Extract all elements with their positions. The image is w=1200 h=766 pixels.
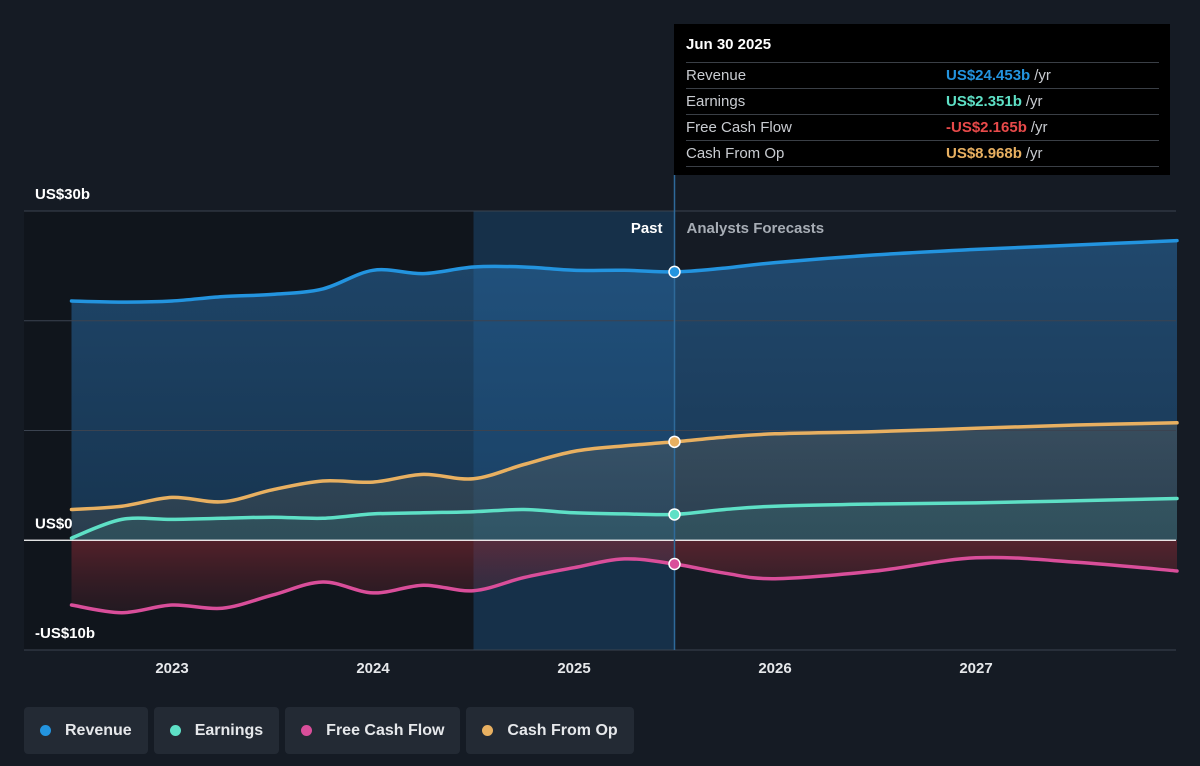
y-tick-label: US$30b xyxy=(35,186,90,203)
series-areas xyxy=(71,240,1177,613)
legend-item-earnings[interactable]: Earnings xyxy=(153,707,280,754)
legend-label: Revenue xyxy=(65,721,132,739)
legend-item-revenue[interactable]: Revenue xyxy=(24,707,148,754)
legend-dot-icon xyxy=(482,725,494,736)
x-tick-label: 2024 xyxy=(356,660,390,677)
tooltip-label: Free Cash Flow xyxy=(686,119,792,136)
tooltip-label: Earnings xyxy=(686,93,746,110)
legend-dot-icon xyxy=(169,725,181,736)
y-tick-label: -US$10b xyxy=(35,625,95,642)
legend-label: Earnings xyxy=(194,721,264,739)
tooltip-unit: /yr xyxy=(1034,67,1051,84)
legend-item-free-cash-flow[interactable]: Free Cash Flow xyxy=(285,707,461,754)
tooltip-row-cash-from-op: Cash From Op US$8.968b /yr xyxy=(686,140,1159,167)
free-cash-flow-line xyxy=(69,555,1179,615)
free-cash-flow-area xyxy=(71,540,1177,613)
forecast-label: Analysts Forecasts xyxy=(687,220,825,237)
legend-dot-icon xyxy=(40,725,51,736)
earnings-marker xyxy=(668,508,681,521)
cash-from-op-line xyxy=(69,421,1179,512)
hover-markers xyxy=(668,265,681,571)
x-tick-label: 2026 xyxy=(758,660,791,677)
tooltip-unit: /yr xyxy=(1030,119,1048,136)
legend-label: Free Cash Flow xyxy=(326,721,445,739)
legend: Revenue Earnings Free Cash Flow Cash Fro… xyxy=(24,707,634,754)
tooltip-row-revenue: Revenue US$24.453b /yr xyxy=(686,62,1159,88)
tooltip-unit: /yr xyxy=(1025,93,1043,110)
tooltip-row-earnings: Earnings US$2.351b /yr xyxy=(686,88,1159,114)
tooltip-value: US$8.968b xyxy=(946,145,1022,162)
cash-from-op-marker xyxy=(668,435,681,449)
cash-from-op-area xyxy=(71,422,1177,541)
legend-dot-icon xyxy=(301,725,313,736)
y-tick-label: US$0 xyxy=(35,515,73,532)
gridlines xyxy=(24,175,1176,651)
legend-label: Cash From Op xyxy=(507,721,618,739)
tooltip-label: Cash From Op xyxy=(686,145,785,162)
tooltip-rows: Revenue US$24.453b /yr Earnings US$2.351… xyxy=(686,62,1159,167)
series-lines xyxy=(69,238,1179,615)
tooltip: Jun 30 2025 Revenue US$24.453b /yr Earni… xyxy=(674,24,1170,175)
past-label: Past xyxy=(631,220,663,237)
legend-item-cash-from-op[interactable]: Cash From Op xyxy=(466,707,634,754)
tooltip-value: US$24.453b xyxy=(946,67,1031,84)
revenue-line xyxy=(69,238,1179,304)
free-cash-flow-marker xyxy=(668,557,681,571)
earnings-area xyxy=(71,498,1177,541)
x-tick-label: 2027 xyxy=(959,660,992,677)
x-tick-label: 2023 xyxy=(155,660,188,677)
tooltip-value: -US$2.165b xyxy=(946,119,1027,136)
tooltip-unit: /yr xyxy=(1025,145,1043,162)
tooltip-label: Revenue xyxy=(686,67,747,84)
x-tick-label: 2025 xyxy=(557,660,590,677)
tooltip-date: Jun 30 2025 xyxy=(686,36,772,53)
tooltip-row-free-cash-flow: Free Cash Flow -US$2.165b /yr xyxy=(686,114,1159,140)
earnings-line xyxy=(69,496,1179,540)
revenue-marker xyxy=(668,265,681,279)
axis-labels: US$30b US$0 -US$10b 2023 2024 2025 2026 2027 Pas… xyxy=(35,186,993,677)
tooltip-value: US$2.351b xyxy=(946,93,1022,110)
